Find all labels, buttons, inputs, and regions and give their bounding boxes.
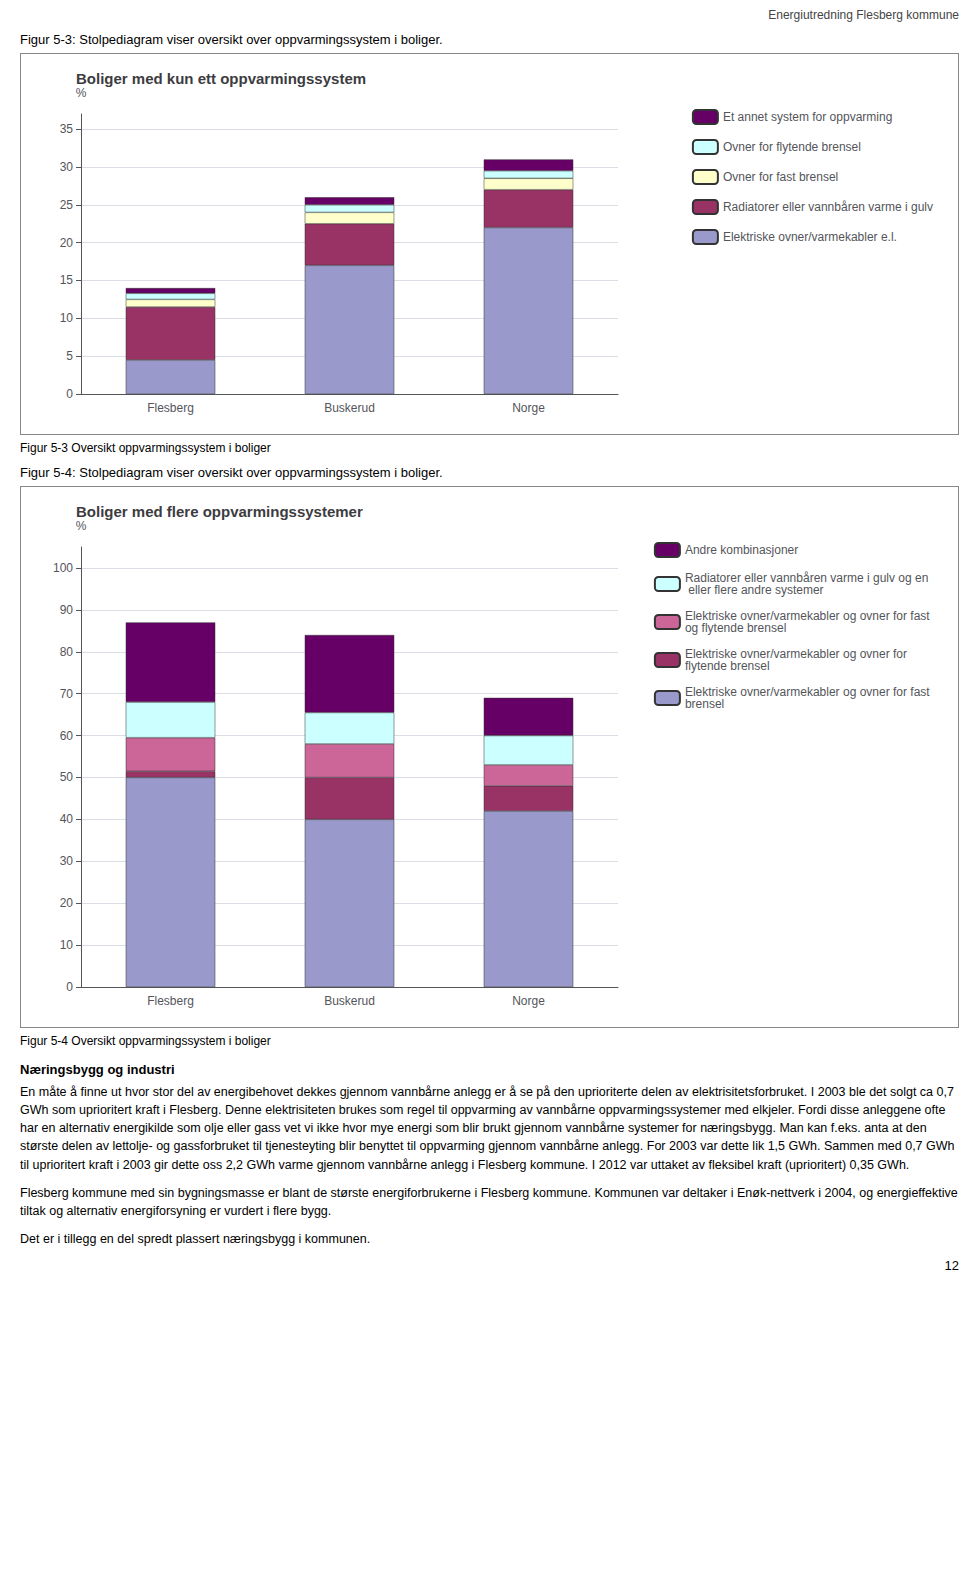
svg-text:0: 0 xyxy=(66,387,73,401)
svg-text:Radiatorer eller vannbåren var: Radiatorer eller vannbåren varme i gulv … xyxy=(684,571,929,585)
svg-text:Boliger med kun ett oppvarming: Boliger med kun ett oppvarmingssystem xyxy=(76,70,366,87)
svg-text:35: 35 xyxy=(60,122,74,136)
svg-text:%: % xyxy=(76,519,87,533)
svg-text:70: 70 xyxy=(60,687,74,701)
svg-text:15: 15 xyxy=(60,273,74,287)
html-text:Figur 5-3: Stolpediagram viser: Figur 5-3: Stolpediagram viser oversikt … xyxy=(20,32,443,47)
svg-text:%: % xyxy=(76,86,87,100)
svg-text:10: 10 xyxy=(60,938,74,952)
html-text:Figur 5-4: Stolpediagram viser: Figur 5-4: Stolpediagram viser oversikt … xyxy=(20,465,443,480)
svg-text:20: 20 xyxy=(60,236,74,250)
svg-text:0: 0 xyxy=(66,980,73,994)
svg-text:40: 40 xyxy=(60,812,74,826)
svg-text:Ovner for fast brensel: Ovner for fast brensel xyxy=(723,170,838,184)
html-text:Flesberg kommune med sin bygni: Flesberg kommune med sin bygningsmasse e… xyxy=(20,1185,958,1218)
html-text:Figur 5-4 Oversikt oppvarmings: Figur 5-4 Oversikt oppvarmingssystem i b… xyxy=(20,1034,271,1048)
svg-text:Boliger med flere oppvarmingss: Boliger med flere oppvarmingssystemer xyxy=(76,503,363,520)
svg-text:og flytende brensel: og flytende brensel xyxy=(685,621,786,635)
svg-text:Radiatorer eller vannbåren var: Radiatorer eller vannbåren varme i gulv xyxy=(723,200,933,214)
svg-text:Flesberg: Flesberg xyxy=(147,994,194,1008)
svg-text:80: 80 xyxy=(60,645,74,659)
svg-text:eller flere andre systemer: eller flere andre systemer xyxy=(685,583,824,597)
svg-text:flytende brensel: flytende brensel xyxy=(685,659,770,673)
svg-text:Et annet system for oppvarming: Et annet system for oppvarming xyxy=(723,110,892,124)
svg-text:Elektriske ovner/varmekabler o: Elektriske ovner/varmekabler og ovner fo… xyxy=(684,609,933,623)
svg-text:100: 100 xyxy=(53,561,73,575)
svg-text:25: 25 xyxy=(60,198,74,212)
svg-text:30: 30 xyxy=(60,160,74,174)
svg-text:Ovner for flytende brensel: Ovner for flytende brensel xyxy=(723,140,861,154)
svg-text:90: 90 xyxy=(60,603,74,617)
svg-text:Norge: Norge xyxy=(512,994,545,1008)
html-text:Energiutredning Flesberg kommu: Energiutredning Flesberg kommune xyxy=(768,8,959,22)
svg-text:5: 5 xyxy=(66,349,73,363)
html-text:12: 12 xyxy=(944,1258,959,1273)
svg-text:Buskerud: Buskerud xyxy=(324,994,375,1008)
svg-text:20: 20 xyxy=(60,896,74,910)
svg-text:Andre kombinasjoner: Andre kombinasjoner xyxy=(685,543,798,557)
svg-text:Elektriske ovner/varmekabler o: Elektriske ovner/varmekabler og ovner fo… xyxy=(684,685,933,699)
svg-text:brensel: brensel xyxy=(685,697,724,711)
html-text:En måte å finne ut hvor stor d: En måte å finne ut hvor stor del av ener… xyxy=(20,1085,955,1172)
svg-text:Buskerud: Buskerud xyxy=(324,401,375,415)
svg-text:60: 60 xyxy=(60,729,74,743)
svg-text:Flesberg: Flesberg xyxy=(147,401,194,415)
svg-text:10: 10 xyxy=(60,311,74,325)
svg-text:Norge: Norge xyxy=(512,401,545,415)
svg-text:50: 50 xyxy=(60,770,74,784)
svg-text:30: 30 xyxy=(60,854,74,868)
svg-text:Elektriske ovner/varmekabler o: Elektriske ovner/varmekabler og ovner fo… xyxy=(684,647,911,661)
svg-text:Elektriske ovner/varmekabler e: Elektriske ovner/varmekabler e.l. xyxy=(723,230,897,244)
html-text:Det er i tillegg en del spredt: Det er i tillegg en del spredt plassert … xyxy=(20,1231,371,1246)
html-text:Næringsbygg og industri: Næringsbygg og industri xyxy=(20,1062,175,1077)
html-text:Figur 5-3 Oversikt oppvarmings: Figur 5-3 Oversikt oppvarmingssystem i b… xyxy=(20,441,271,455)
